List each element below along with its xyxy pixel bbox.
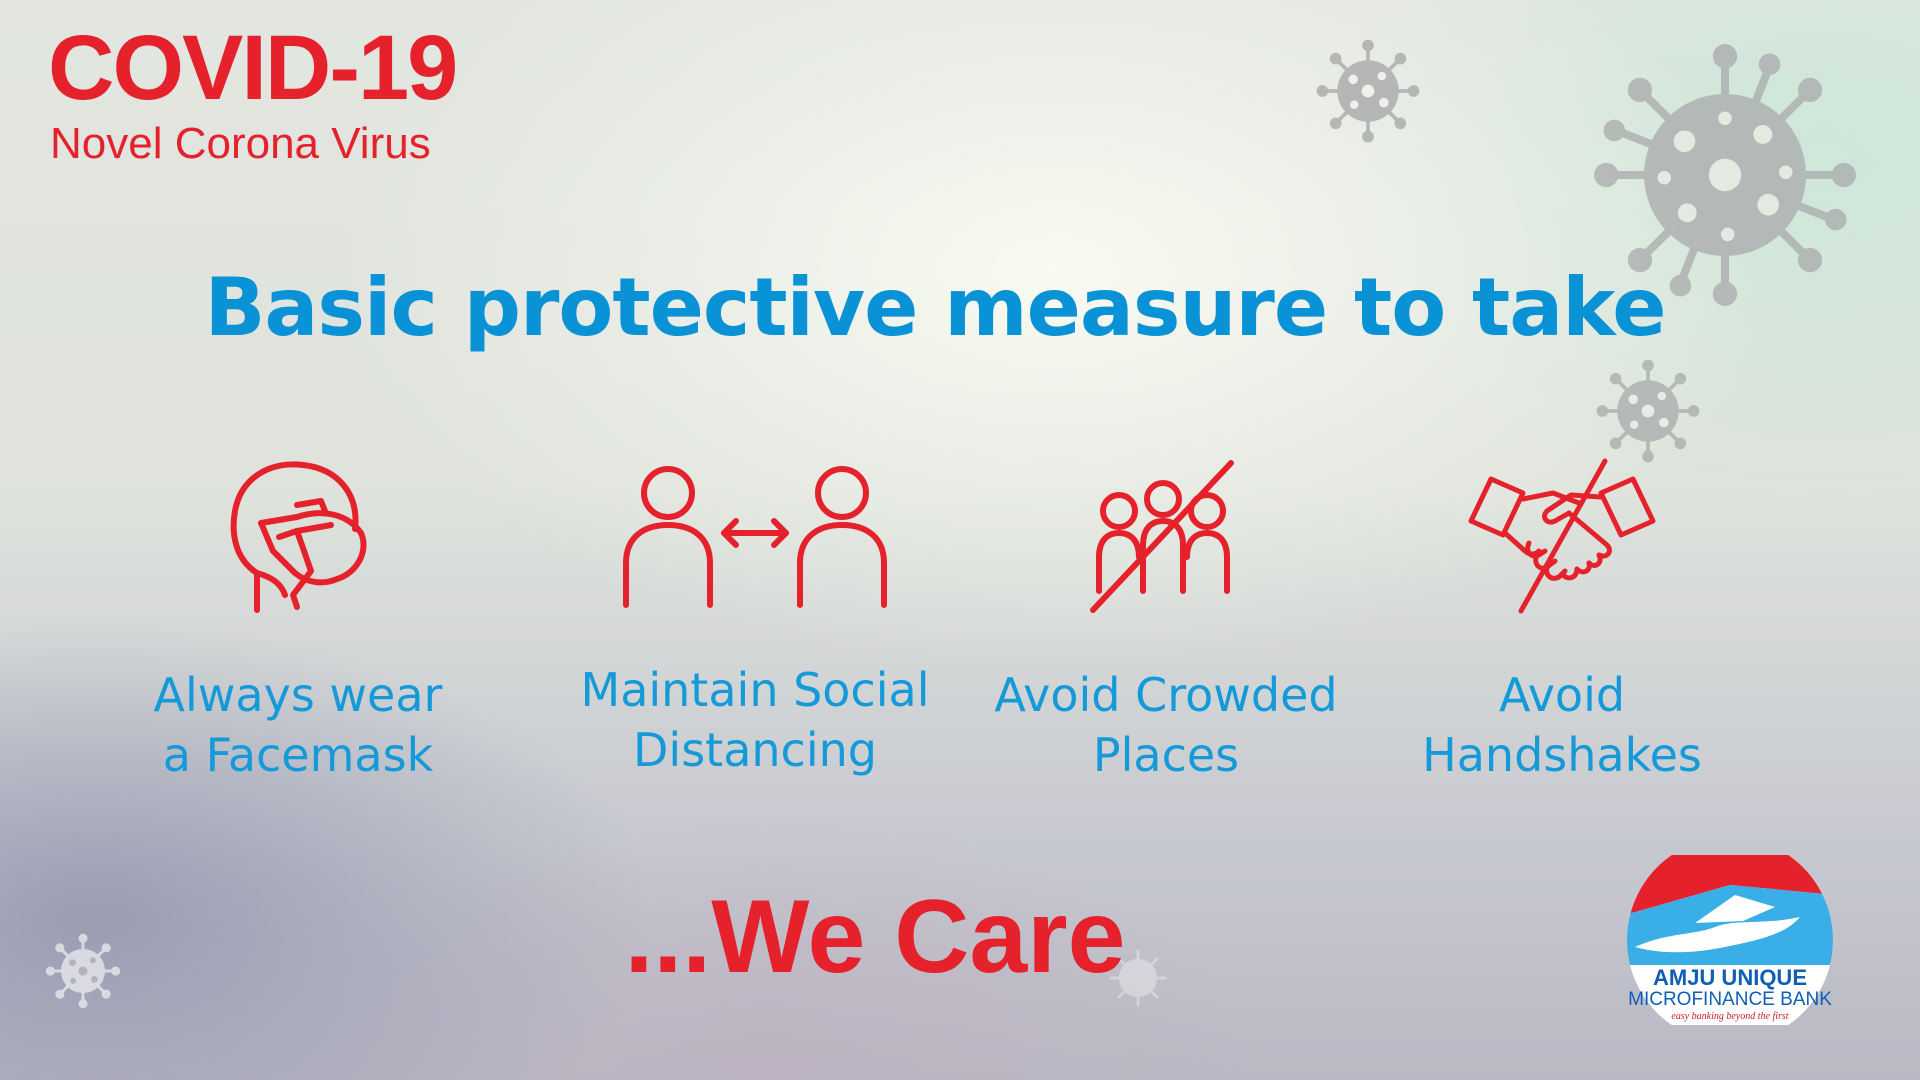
measure-label-line2: Handshakes — [1422, 728, 1702, 782]
measure-label-line2: Distancing — [633, 723, 877, 777]
measure-label-line1: Maintain Social — [580, 663, 930, 717]
measure-avoid-handshakes: Avoid Handshakes — [1372, 455, 1752, 782]
measure-label-line1: Avoid — [1498, 668, 1626, 722]
virus-icon-mid — [1595, 358, 1701, 464]
logo-line2: MICROFINANCE BANK — [1628, 989, 1832, 1010]
measure-label-line1: Always wear — [153, 668, 443, 722]
measure-label-line1: Avoid Crowded — [994, 668, 1338, 722]
virus-icon-faint — [1105, 945, 1171, 1011]
measure-label-line2: Places — [1092, 728, 1240, 782]
measure-avoid-crowds: Avoid Crowded Places — [976, 455, 1356, 782]
measure-social-distancing: Maintain Social Distancing — [565, 455, 945, 777]
measure-label: Always wear a Facemask — [68, 665, 528, 785]
face-mask-icon — [230, 461, 367, 613]
measure-facemask: Always wear a Facemask — [108, 455, 488, 782]
virus-icon-large — [1590, 40, 1860, 310]
bank-logo: AMJU UNIQUE MICROFINANCE BANK easy banki… — [1625, 855, 1835, 1025]
logo-name: AMJU UNIQUE — [1652, 965, 1807, 990]
measure-label-line2: a Facemask — [162, 728, 434, 782]
measure-label: Maintain Social Distancing — [525, 660, 985, 780]
logo-slogan: easy banking beyond the first — [1671, 1011, 1789, 1022]
virus-icon-bottom-left — [45, 933, 121, 1009]
measure-label: Avoid Crowded Places — [936, 665, 1396, 785]
social-distancing-icon — [623, 466, 887, 608]
no-crowds-icon — [1090, 460, 1234, 613]
headline: Basic protective measure to take — [204, 261, 1666, 354]
no-handshake-icon — [1468, 458, 1656, 614]
measure-label: Avoid Handshakes — [1332, 665, 1792, 785]
logo-badge-icon — [1627, 855, 1833, 1025]
covid-subtitle: Novel Corona Virus — [50, 119, 431, 168]
covid-title: COVID-19 — [48, 17, 458, 119]
virus-icon-top — [1315, 38, 1421, 144]
we-care-tagline: ...We Care — [624, 879, 1126, 995]
